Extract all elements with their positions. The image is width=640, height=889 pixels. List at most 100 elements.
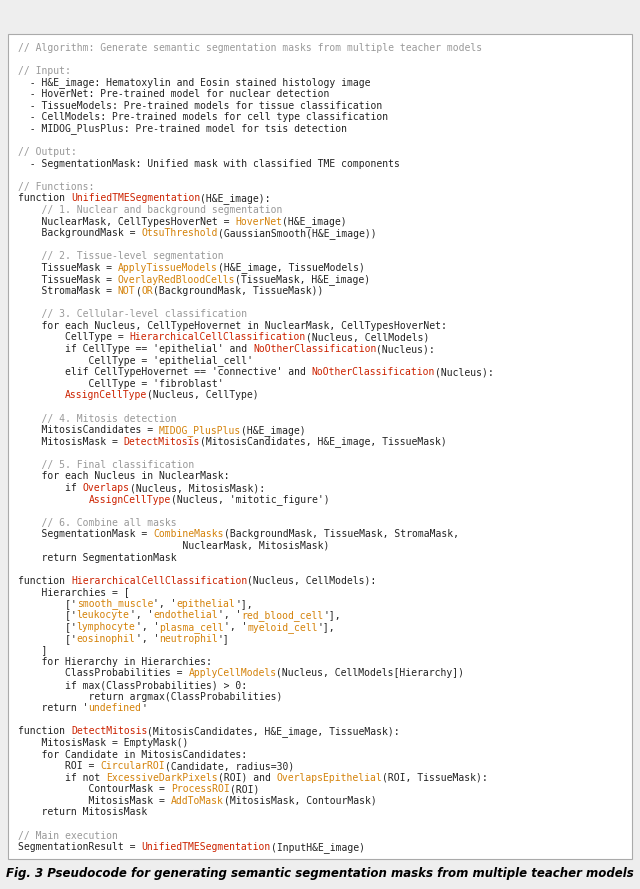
Text: (ROI): (ROI) <box>230 784 259 794</box>
Text: - HoverNet: Pre-trained model for nuclear detection: - HoverNet: Pre-trained model for nuclea… <box>18 89 330 100</box>
Text: UnifiedTMESegmentation: UnifiedTMESegmentation <box>141 842 271 853</box>
Text: - SegmentationMask: Unified mask with classified TME components: - SegmentationMask: Unified mask with cl… <box>18 158 400 169</box>
Text: OverlapsEpithelial: OverlapsEpithelial <box>276 773 382 782</box>
Text: ApplyTissueModels: ApplyTissueModels <box>118 263 218 273</box>
Text: (Nucleus, CellModels[Hierarchy]): (Nucleus, CellModels[Hierarchy]) <box>276 669 465 678</box>
Text: ']: '] <box>218 634 230 644</box>
Text: BackgroundMask =: BackgroundMask = <box>18 228 141 238</box>
Text: HoverNet: HoverNet <box>236 217 282 227</box>
Text: - CellModels: Pre-trained models for cell type classification: - CellModels: Pre-trained models for cel… <box>18 112 388 123</box>
Text: undefined: undefined <box>88 703 141 713</box>
Text: CellType = 'fibroblast': CellType = 'fibroblast' <box>18 379 223 388</box>
Text: (H&E_image, TissueModels): (H&E_image, TissueModels) <box>218 262 365 274</box>
Text: OtsuThreshold: OtsuThreshold <box>141 228 218 238</box>
Text: // 2. Tissue-level segmentation: // 2. Tissue-level segmentation <box>18 252 223 261</box>
Text: (TissueMask, H&E_image): (TissueMask, H&E_image) <box>236 274 371 285</box>
Text: function: function <box>18 726 71 736</box>
Text: myeloid_cell: myeloid_cell <box>247 621 317 633</box>
Text: ', ': ', ' <box>136 622 159 632</box>
Text: MitosisCandidates =: MitosisCandidates = <box>18 425 159 435</box>
Text: NoOtherClassification: NoOtherClassification <box>312 367 435 377</box>
Text: StromaMask =: StromaMask = <box>18 286 118 296</box>
Text: AssignCellType: AssignCellType <box>65 390 147 400</box>
Text: ClassProbabilities =: ClassProbabilities = <box>18 669 188 678</box>
Text: NuclearMask, MitosisMask): NuclearMask, MitosisMask) <box>18 541 330 551</box>
Text: MitosisMask = EmptyMask(): MitosisMask = EmptyMask() <box>18 738 188 748</box>
Text: '],: '], <box>323 611 341 621</box>
Text: CellType = 'epithelial_cell': CellType = 'epithelial_cell' <box>18 355 253 366</box>
Text: (H&E_image): (H&E_image) <box>282 216 347 227</box>
Text: MIDOG_PlusPlus: MIDOG_PlusPlus <box>159 425 241 436</box>
Text: for each Nucleus, CellTypeHovernet in NuclearMask, CellTypesHoverNet:: for each Nucleus, CellTypeHovernet in Nu… <box>18 321 447 331</box>
Text: ', ': ', ' <box>136 634 159 644</box>
Text: return SegmentationMask: return SegmentationMask <box>18 553 177 563</box>
Text: CellType =: CellType = <box>18 332 130 342</box>
Text: lymphocyte: lymphocyte <box>77 622 136 632</box>
Text: - TissueModels: Pre-trained models for tissue classification: - TissueModels: Pre-trained models for t… <box>18 100 382 111</box>
Text: (BackgroundMask, TissueMask, StromaMask,: (BackgroundMask, TissueMask, StromaMask, <box>223 529 459 540</box>
Text: // Functions:: // Functions: <box>18 182 94 192</box>
Text: (ROI) and: (ROI) and <box>218 773 276 782</box>
Text: // Algorithm: Generate semantic segmentation masks from multiple teacher models: // Algorithm: Generate semantic segmenta… <box>18 43 482 52</box>
Text: AssignCellType: AssignCellType <box>88 494 171 505</box>
Text: SegmentationResult =: SegmentationResult = <box>18 842 141 853</box>
Text: function: function <box>18 194 71 204</box>
Text: (: ( <box>136 286 141 296</box>
Text: (Nucleus, CellModels):: (Nucleus, CellModels): <box>247 576 376 586</box>
Text: ApplyCellModels: ApplyCellModels <box>188 669 276 678</box>
Text: ROI =: ROI = <box>18 761 100 771</box>
Text: Fig. 3 Pseudocode for generating semantic segmentation masks from multiple teach: Fig. 3 Pseudocode for generating semanti… <box>6 868 634 880</box>
Text: CircularROI: CircularROI <box>100 761 165 771</box>
Text: smooth_muscle: smooth_muscle <box>77 598 153 609</box>
Text: if not: if not <box>18 773 106 782</box>
Text: (Nucleus):: (Nucleus): <box>435 367 494 377</box>
Text: (ROI, TissueMask):: (ROI, TissueMask): <box>382 773 488 782</box>
Text: '],: '], <box>317 622 335 632</box>
Text: (MitosisMask, ContourMask): (MitosisMask, ContourMask) <box>223 796 376 805</box>
Text: NuclearMask, CellTypesHoverNet =: NuclearMask, CellTypesHoverNet = <box>18 217 236 227</box>
Text: // Main execution: // Main execution <box>18 830 118 841</box>
Text: ', ': ', ' <box>153 599 177 609</box>
Text: ', ': ', ' <box>223 622 247 632</box>
Text: CombineMasks: CombineMasks <box>153 529 223 540</box>
Text: DetectMitosis: DetectMitosis <box>124 436 200 446</box>
Text: Overlaps: Overlaps <box>83 483 130 493</box>
Text: (BackgroundMask, TissueMask)): (BackgroundMask, TissueMask)) <box>153 286 323 296</box>
Text: // 5. Final classification: // 5. Final classification <box>18 460 195 470</box>
Text: // Output:: // Output: <box>18 147 77 157</box>
Text: neutrophil: neutrophil <box>159 634 218 644</box>
Text: [': [' <box>18 599 77 609</box>
Text: for Candidate in MitosisCandidates:: for Candidate in MitosisCandidates: <box>18 749 247 759</box>
Text: // 1. Nuclear and background segmentation: // 1. Nuclear and background segmentatio… <box>18 205 282 215</box>
Text: '],: '], <box>236 599 253 609</box>
Text: - MIDOG_PlusPlus: Pre-trained model for tsis detection: - MIDOG_PlusPlus: Pre-trained model for … <box>18 124 347 134</box>
Text: HierarchicalCellClassification: HierarchicalCellClassification <box>71 576 247 586</box>
Text: return MitosisMask: return MitosisMask <box>18 807 147 818</box>
Text: AddToMask: AddToMask <box>171 796 223 805</box>
Text: // 6. Combine all masks: // 6. Combine all masks <box>18 517 177 528</box>
Text: if: if <box>18 483 83 493</box>
Text: eosinophil: eosinophil <box>77 634 136 644</box>
Text: [': [' <box>18 611 77 621</box>
Text: // 4. Mitosis detection: // 4. Mitosis detection <box>18 413 177 423</box>
Text: (Nucleus, 'mitotic_figure'): (Nucleus, 'mitotic_figure') <box>171 494 330 505</box>
Text: ', ': ', ' <box>130 611 153 621</box>
Text: // Input:: // Input: <box>18 66 71 76</box>
Text: (Nucleus, CellType): (Nucleus, CellType) <box>147 390 259 400</box>
Text: endothelial: endothelial <box>153 611 218 621</box>
Text: (Nucleus, CellModels): (Nucleus, CellModels) <box>306 332 429 342</box>
Text: (MitosisCandidates, H&E_image, TissueMask): (MitosisCandidates, H&E_image, TissueMas… <box>200 436 447 447</box>
Text: function: function <box>18 576 71 586</box>
Text: MitosisMask =: MitosisMask = <box>18 436 124 446</box>
Text: Hierarchies = [: Hierarchies = [ <box>18 588 130 597</box>
Text: if max(ClassProbabilities) > 0:: if max(ClassProbabilities) > 0: <box>18 680 247 690</box>
Text: ': ' <box>141 703 147 713</box>
Text: - H&E_image: Hematoxylin and Eosin stained histology image: - H&E_image: Hematoxylin and Eosin stain… <box>18 77 371 88</box>
Text: MitosisMask =: MitosisMask = <box>18 796 171 805</box>
Text: (Candidate, radius=30): (Candidate, radius=30) <box>165 761 294 771</box>
Text: (H&E_image):: (H&E_image): <box>200 193 271 204</box>
Text: (GaussianSmooth(H&E_image)): (GaussianSmooth(H&E_image)) <box>218 228 376 238</box>
Text: HierarchicalCellClassification: HierarchicalCellClassification <box>130 332 306 342</box>
Text: [': [' <box>18 634 77 644</box>
Text: if CellType == 'epithelial' and: if CellType == 'epithelial' and <box>18 344 253 354</box>
